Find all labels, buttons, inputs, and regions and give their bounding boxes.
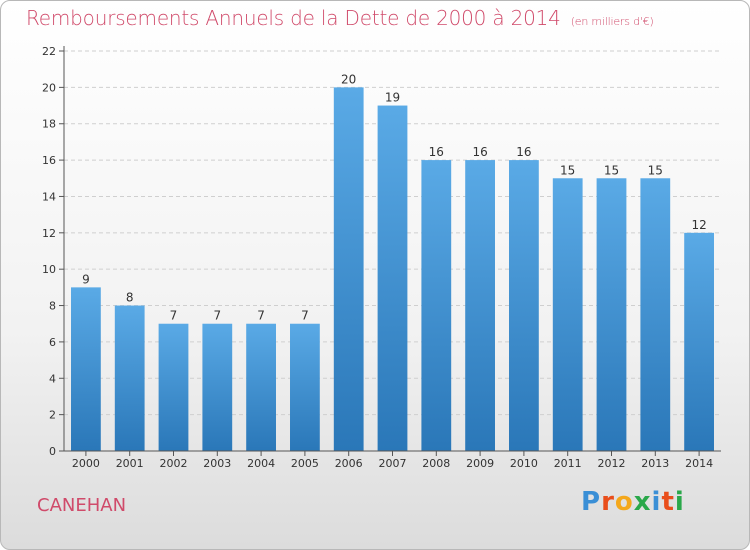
logo-letter: P <box>581 487 602 517</box>
bar-2014 <box>684 232 714 451</box>
y-tick-label: 6 <box>49 336 56 349</box>
bar-2012 <box>596 178 627 452</box>
bar-2009 <box>465 160 495 451</box>
y-tick-label: 8 <box>49 300 56 313</box>
y-tick-label: 2 <box>49 409 56 422</box>
logo-letter: t <box>661 487 675 517</box>
y-tick-label: 20 <box>42 81 56 94</box>
logo-letter: o <box>614 487 634 517</box>
x-tick-label-2002: 2002 <box>160 457 188 470</box>
y-tick-label: 22 <box>42 45 56 58</box>
x-tick-label-2013: 2013 <box>641 457 669 470</box>
bar-2001 <box>114 305 145 451</box>
bar-2006 <box>333 87 364 451</box>
logo-letter: r <box>601 487 615 517</box>
bars <box>71 87 714 452</box>
bar-2005 <box>290 323 320 451</box>
x-tick-label-2011: 2011 <box>554 457 582 470</box>
data-label-2009: 16 <box>472 145 487 159</box>
chart-title: Remboursements Annuels de la Dette de 20… <box>26 6 654 30</box>
bar-2004 <box>246 323 276 451</box>
bar-2002 <box>158 323 189 451</box>
x-tick-label-2007: 2007 <box>379 457 407 470</box>
data-label-2014: 12 <box>691 218 706 232</box>
data-label-2005: 7 <box>301 309 309 323</box>
x-tick-label-2003: 2003 <box>203 457 231 470</box>
labels: 9 8 7 7 7 7 20 19 16 16 16 15 15 15 12 <box>82 72 707 322</box>
bar-2010 <box>509 160 539 451</box>
data-label-2001: 8 <box>126 291 134 305</box>
data-label-2000: 9 <box>82 272 90 286</box>
data-label-2010: 16 <box>516 145 531 159</box>
x-tick-label-2006: 2006 <box>335 457 363 470</box>
x-tick-label-2010: 2010 <box>510 457 538 470</box>
bar-2011 <box>552 178 583 452</box>
x-tick-label-2014: 2014 <box>685 457 713 470</box>
x-tick-label-2009: 2009 <box>466 457 494 470</box>
y-tick-label: 16 <box>42 154 56 167</box>
x-tick-label-2012: 2012 <box>598 457 626 470</box>
y-tick-label: 10 <box>42 263 56 276</box>
logo-letter: i <box>651 487 662 517</box>
bar-2007 <box>377 105 408 451</box>
x-tick-label-2004: 2004 <box>247 457 275 470</box>
data-label-2008: 16 <box>429 145 444 159</box>
bar-2008 <box>421 160 452 451</box>
y-tick-label: 0 <box>49 445 56 458</box>
chart-title-text: Remboursements Annuels de la Dette de 20… <box>26 6 561 30</box>
bar-2000 <box>71 287 101 451</box>
data-label-2004: 7 <box>257 309 265 323</box>
axes: 0 2 4 6 8 10 12 14 16 18 20 22 2000 2001 2002 2003 2004 2… <box>42 45 721 470</box>
chart-unit-note: (en milliers d'€) <box>570 15 654 28</box>
logo-letter: x <box>633 487 652 517</box>
bar-2013 <box>640 178 671 452</box>
data-label-2007: 19 <box>385 91 400 105</box>
commune-name: CANEHAN <box>37 495 127 516</box>
data-label-2006: 20 <box>341 72 356 86</box>
logo-letter: i <box>674 487 685 517</box>
x-tick-label-2005: 2005 <box>291 457 319 470</box>
x-tick-label-2008: 2008 <box>422 457 450 470</box>
x-tick-label-2001: 2001 <box>116 457 144 470</box>
data-label-2012: 15 <box>604 163 619 177</box>
data-label-2013: 15 <box>648 163 663 177</box>
y-tick-label: 18 <box>42 118 56 131</box>
data-label-2003: 7 <box>213 309 221 323</box>
x-tick-label-2000: 2000 <box>72 457 100 470</box>
y-tick-label: 4 <box>49 372 56 385</box>
y-tick-label: 12 <box>42 227 56 240</box>
data-label-2002: 7 <box>170 309 178 323</box>
data-label-2011: 15 <box>560 163 575 177</box>
bar-2003 <box>202 323 233 451</box>
proxiti-logo: Proxiti <box>581 487 685 517</box>
y-tick-label: 14 <box>42 190 56 203</box>
